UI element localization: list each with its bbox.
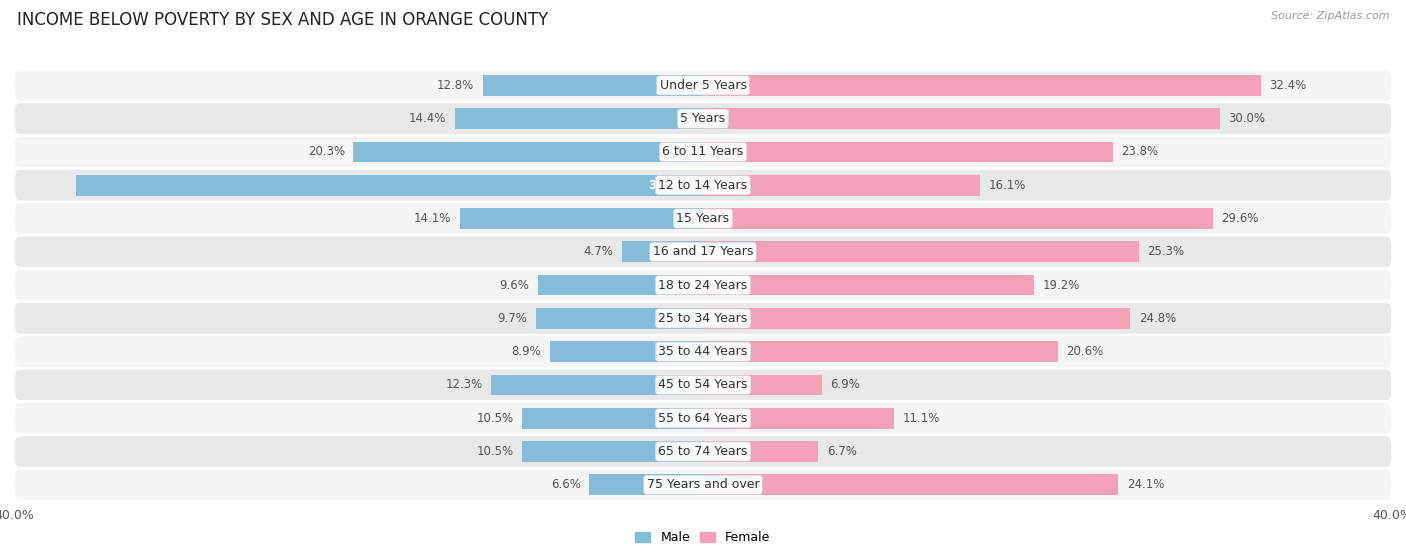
Text: 23.8%: 23.8% [1122,145,1159,158]
FancyBboxPatch shape [14,469,1392,501]
FancyBboxPatch shape [14,302,1392,334]
Legend: Male, Female: Male, Female [630,526,776,549]
Bar [703,141,1114,162]
Bar [703,208,1213,229]
Text: 14.1%: 14.1% [415,212,451,225]
Text: 6.7%: 6.7% [827,445,856,458]
Text: 16 and 17 Years: 16 and 17 Years [652,245,754,258]
Bar [522,408,703,429]
Text: 30.0%: 30.0% [1229,112,1265,125]
Text: 11.1%: 11.1% [903,412,941,425]
Text: 24.1%: 24.1% [1126,479,1164,491]
Bar [76,175,703,196]
Text: 8.9%: 8.9% [512,345,541,358]
Text: 10.5%: 10.5% [477,445,513,458]
FancyBboxPatch shape [14,136,1392,168]
Bar [703,108,1219,129]
Bar [621,241,703,262]
FancyBboxPatch shape [14,369,1392,401]
Text: 29.6%: 29.6% [1222,212,1258,225]
Text: Under 5 Years: Under 5 Years [659,79,747,92]
Text: Source: ZipAtlas.com: Source: ZipAtlas.com [1271,11,1389,21]
Text: 36.4%: 36.4% [648,179,689,192]
Text: 20.3%: 20.3% [308,145,344,158]
Text: 75 Years and over: 75 Years and over [647,479,759,491]
Bar [703,241,1139,262]
Text: 35 to 44 Years: 35 to 44 Years [658,345,748,358]
Bar [589,475,703,495]
Text: 6 to 11 Years: 6 to 11 Years [662,145,744,158]
Bar [703,175,980,196]
Text: 14.4%: 14.4% [409,112,446,125]
Text: 20.6%: 20.6% [1066,345,1104,358]
Bar [703,275,1033,295]
Text: 65 to 74 Years: 65 to 74 Years [658,445,748,458]
Text: 15 Years: 15 Years [676,212,730,225]
Bar [703,475,1118,495]
Text: 24.8%: 24.8% [1139,312,1175,325]
Bar [537,275,703,295]
Bar [536,308,703,329]
Text: 25 to 34 Years: 25 to 34 Years [658,312,748,325]
Bar [703,375,823,395]
Text: 6.6%: 6.6% [551,479,581,491]
Bar [522,441,703,462]
Bar [703,342,1057,362]
Text: 12.8%: 12.8% [437,79,474,92]
Text: 45 to 54 Years: 45 to 54 Years [658,378,748,391]
Text: 12.3%: 12.3% [446,378,482,391]
FancyBboxPatch shape [14,103,1392,135]
Text: 10.5%: 10.5% [477,412,513,425]
FancyBboxPatch shape [14,435,1392,467]
Bar [550,342,703,362]
Bar [456,108,703,129]
FancyBboxPatch shape [14,169,1392,201]
FancyBboxPatch shape [14,336,1392,368]
Text: 4.7%: 4.7% [583,245,613,258]
Text: 9.7%: 9.7% [498,312,527,325]
FancyBboxPatch shape [14,202,1392,234]
Text: 5 Years: 5 Years [681,112,725,125]
Bar [353,141,703,162]
Text: 16.1%: 16.1% [988,179,1026,192]
Bar [703,75,1261,96]
Bar [703,308,1130,329]
FancyBboxPatch shape [14,402,1392,434]
Text: 19.2%: 19.2% [1042,278,1080,292]
FancyBboxPatch shape [14,236,1392,268]
Text: 18 to 24 Years: 18 to 24 Years [658,278,748,292]
Text: 32.4%: 32.4% [1270,79,1308,92]
Bar [491,375,703,395]
Bar [482,75,703,96]
Bar [703,441,818,462]
Bar [460,208,703,229]
Text: 9.6%: 9.6% [499,278,529,292]
FancyBboxPatch shape [14,69,1392,101]
Text: 25.3%: 25.3% [1147,245,1184,258]
Text: 12 to 14 Years: 12 to 14 Years [658,179,748,192]
Bar [703,408,894,429]
Text: INCOME BELOW POVERTY BY SEX AND AGE IN ORANGE COUNTY: INCOME BELOW POVERTY BY SEX AND AGE IN O… [17,11,548,29]
FancyBboxPatch shape [14,269,1392,301]
Text: 6.9%: 6.9% [831,378,860,391]
Text: 55 to 64 Years: 55 to 64 Years [658,412,748,425]
